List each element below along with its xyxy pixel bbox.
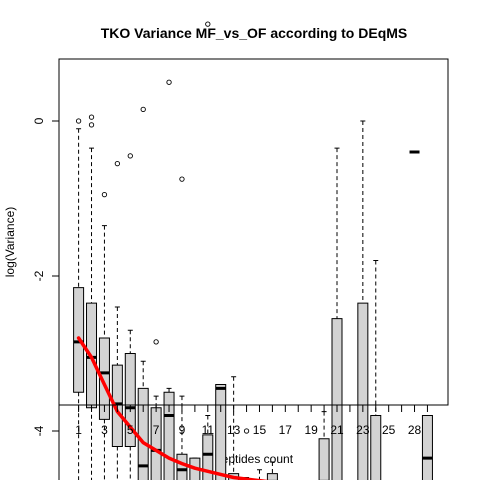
y-axis-label: log(Variance) (3, 207, 17, 277)
box-16 (266, 461, 278, 480)
box-5 (124, 153, 136, 480)
x-tick-label: 15 (253, 423, 267, 437)
box-iqr (215, 384, 227, 480)
y-axis: 0-2-4-6 (32, 117, 60, 480)
x-tick-label: 11 (202, 423, 215, 437)
box-iqr (370, 415, 382, 480)
box-20 (318, 411, 330, 480)
outlier-point (75, 118, 82, 124)
outlier-point (179, 176, 185, 182)
box-4 (111, 160, 123, 480)
x-tick-label: 5 (127, 423, 134, 437)
outlier-point (140, 106, 146, 113)
box-12 (215, 384, 227, 480)
outlier-point (114, 160, 121, 167)
x-axis: 1 3 5 7 9 11 13 15 17 19 21 23 25 28 (75, 404, 428, 437)
plot-frame (58, 58, 449, 406)
x-tick-label: 7 (153, 423, 160, 437)
trend-line (76, 336, 269, 480)
outlier-point (153, 339, 159, 345)
box-11 (202, 21, 214, 480)
outlier-point (205, 21, 211, 27)
box-21 (331, 147, 343, 480)
outlier-point (88, 114, 95, 120)
box-iqr (331, 318, 343, 480)
outlier-point (101, 191, 108, 198)
x-tick-label: 17 (279, 423, 293, 437)
box-2 (86, 114, 98, 480)
chart-title: TKO Variance MF_vs_OF according to DEqMS (101, 25, 408, 41)
box-iqr (421, 415, 433, 480)
outlier-point (88, 122, 95, 128)
box-iqr (357, 302, 369, 480)
outlier-point (243, 428, 250, 434)
box-iqr (176, 453, 188, 480)
x-tick-label: 3 (101, 423, 108, 437)
box-iqr (163, 391, 175, 480)
boxes-layer (73, 21, 433, 480)
x-tick-label: 9 (179, 423, 186, 437)
x-axis-label: peptides count (215, 452, 294, 466)
x-tick-label: 13 (227, 423, 241, 437)
x-tick-label: 23 (356, 423, 370, 437)
box-iqr (150, 407, 162, 480)
y-tick-label: -4 (32, 425, 46, 436)
y-tick-label: 0 (32, 117, 46, 124)
box-iqr (137, 387, 149, 480)
outlier-point (127, 153, 133, 159)
x-tick-label: 28 (408, 423, 422, 437)
box-iqr (98, 337, 110, 420)
y-tick-label: -2 (32, 270, 46, 281)
box-iqr (124, 353, 136, 447)
outlier-point (166, 79, 172, 85)
box-29 (421, 415, 433, 480)
box-iqr (318, 438, 330, 480)
box-24 (370, 260, 382, 480)
box-iqr (266, 473, 278, 480)
box-3 (98, 191, 110, 480)
x-tick-label: 21 (330, 423, 344, 437)
box-23 (357, 120, 369, 480)
x-tick-label: 25 (382, 423, 396, 437)
x-tick-label: 19 (304, 423, 318, 437)
box-6 (137, 106, 149, 480)
trend-layer (76, 336, 269, 480)
box-15 (256, 469, 262, 480)
box-8 (163, 79, 175, 480)
x-tick-label: 1 (75, 423, 82, 437)
box-iqr (202, 434, 214, 480)
